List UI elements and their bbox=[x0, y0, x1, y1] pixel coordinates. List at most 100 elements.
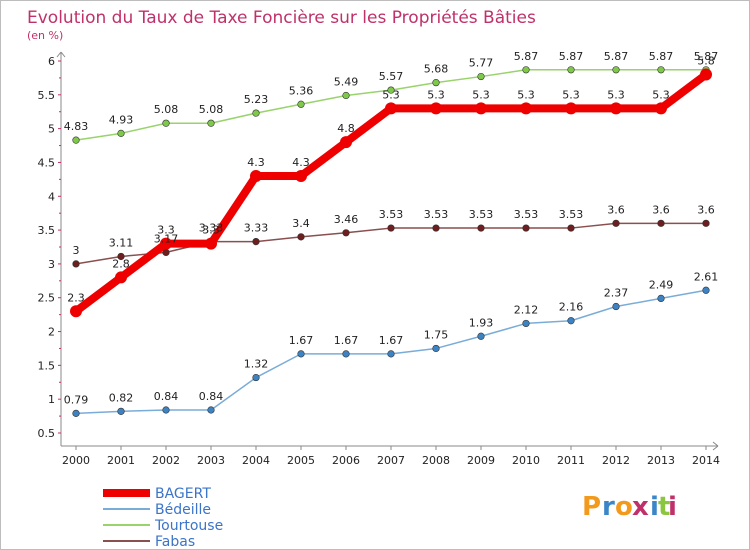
data-point bbox=[522, 66, 530, 74]
chart-title: Evolution du Taux de Taxe Foncière sur l… bbox=[27, 8, 536, 28]
data-label: 0.84 bbox=[154, 390, 179, 403]
data-point bbox=[252, 373, 260, 382]
data-label: 2.12 bbox=[514, 303, 539, 316]
x-tick-label: 2002 bbox=[152, 454, 180, 467]
data-point bbox=[207, 406, 215, 414]
data-point bbox=[72, 260, 80, 268]
x-axis-arrow bbox=[712, 445, 719, 451]
data-label: 5.3 bbox=[382, 88, 400, 101]
logo-letter: o bbox=[615, 492, 633, 522]
data-point bbox=[522, 319, 530, 328]
x-tick-label: 2006 bbox=[332, 454, 360, 467]
data-point bbox=[432, 224, 440, 232]
data-label: 1.32 bbox=[244, 358, 269, 371]
data-point bbox=[477, 72, 485, 81]
data-point bbox=[702, 219, 710, 227]
data-label: 5.77 bbox=[469, 57, 494, 70]
legend-label: Tourtouse bbox=[154, 518, 223, 534]
data-label: 2.8 bbox=[112, 257, 130, 270]
logo-letter: P bbox=[582, 492, 601, 522]
legend-label: Fabas bbox=[155, 534, 195, 550]
data-point bbox=[342, 229, 350, 237]
data-point bbox=[297, 350, 305, 358]
data-label: 3.6 bbox=[652, 203, 670, 216]
data-point bbox=[70, 305, 82, 318]
data-point bbox=[385, 102, 397, 115]
data-label: 5.3 bbox=[517, 88, 535, 101]
data-label: 5.3 bbox=[562, 88, 580, 101]
data-point bbox=[657, 294, 665, 303]
data-point bbox=[700, 68, 712, 81]
data-label: 5.87 bbox=[604, 50, 629, 63]
data-label: 4.83 bbox=[64, 120, 89, 133]
data-label: 5.87 bbox=[694, 50, 719, 63]
data-point bbox=[162, 119, 170, 127]
data-label: 2.16 bbox=[559, 301, 584, 314]
y-tick-label: 2.5 bbox=[38, 292, 56, 305]
data-label: 3.3 bbox=[202, 224, 220, 237]
data-point bbox=[117, 252, 125, 261]
y-tick-label: 5.5 bbox=[38, 89, 56, 102]
data-point bbox=[252, 237, 260, 246]
x-tick-label: 2007 bbox=[377, 454, 405, 467]
data-point bbox=[207, 119, 215, 127]
data-point bbox=[702, 286, 710, 294]
data-label: 3.33 bbox=[244, 222, 269, 235]
y-tick-label: 4 bbox=[48, 190, 55, 203]
data-label: 3.17 bbox=[154, 232, 179, 245]
legend-label: Bédeille bbox=[155, 502, 211, 518]
data-label: 3.53 bbox=[514, 208, 539, 221]
data-point bbox=[205, 237, 217, 250]
data-point bbox=[432, 344, 440, 353]
x-tick-label: 2001 bbox=[107, 454, 135, 467]
data-label: 5.08 bbox=[199, 103, 224, 116]
data-label: 4.3 bbox=[247, 156, 265, 169]
data-label: 5.87 bbox=[514, 50, 539, 63]
data-point bbox=[250, 169, 262, 182]
data-label: 1.67 bbox=[379, 334, 404, 347]
data-point bbox=[252, 109, 260, 117]
logo-letter: r bbox=[602, 492, 615, 522]
logo-letter: i bbox=[668, 492, 677, 522]
data-label: 5.87 bbox=[559, 50, 584, 63]
data-label: 2.61 bbox=[694, 270, 719, 283]
data-point bbox=[565, 102, 577, 115]
data-label: 3.11 bbox=[109, 236, 134, 249]
data-label: 5.23 bbox=[244, 93, 269, 106]
x-tick-label: 2004 bbox=[242, 454, 270, 467]
data-label: 1.93 bbox=[469, 316, 494, 329]
data-label: 2.37 bbox=[604, 287, 629, 300]
data-point bbox=[475, 102, 487, 115]
data-point bbox=[115, 271, 127, 284]
data-label: 3.6 bbox=[697, 203, 715, 216]
data-label: 3.53 bbox=[469, 208, 494, 221]
data-point bbox=[72, 409, 80, 417]
data-point bbox=[342, 91, 350, 100]
data-point bbox=[430, 102, 442, 115]
x-tick-label: 2000 bbox=[62, 454, 90, 467]
data-label: 5.3 bbox=[472, 88, 490, 101]
data-point bbox=[610, 102, 622, 115]
data-label: 1.67 bbox=[289, 334, 314, 347]
y-axis-unit: (en %) bbox=[27, 29, 63, 42]
data-point bbox=[387, 86, 395, 94]
data-point bbox=[520, 102, 532, 115]
data-point bbox=[432, 79, 440, 87]
x-tick-label: 2011 bbox=[557, 454, 585, 467]
data-point bbox=[297, 100, 305, 108]
y-tick-label: 6 bbox=[48, 55, 55, 68]
y-tick-label: 3.5 bbox=[38, 224, 56, 237]
data-labels: 4.834.935.08 5.085.235.365.49 5.575.68 5.77… bbox=[64, 50, 719, 407]
x-tick-label: 2010 bbox=[512, 454, 540, 467]
data-point bbox=[387, 224, 395, 232]
data-label: 0.82 bbox=[109, 391, 134, 404]
logo-letter: i bbox=[650, 492, 659, 522]
data-point bbox=[340, 136, 352, 149]
logo-letter: t bbox=[658, 492, 670, 522]
y-tick-label: 4.5 bbox=[38, 156, 56, 169]
y-axis-arrow bbox=[56, 51, 62, 58]
data-label: 0.84 bbox=[199, 390, 224, 403]
data-label: 1.67 bbox=[334, 334, 359, 347]
data-point bbox=[295, 169, 307, 182]
data-point bbox=[567, 224, 575, 232]
